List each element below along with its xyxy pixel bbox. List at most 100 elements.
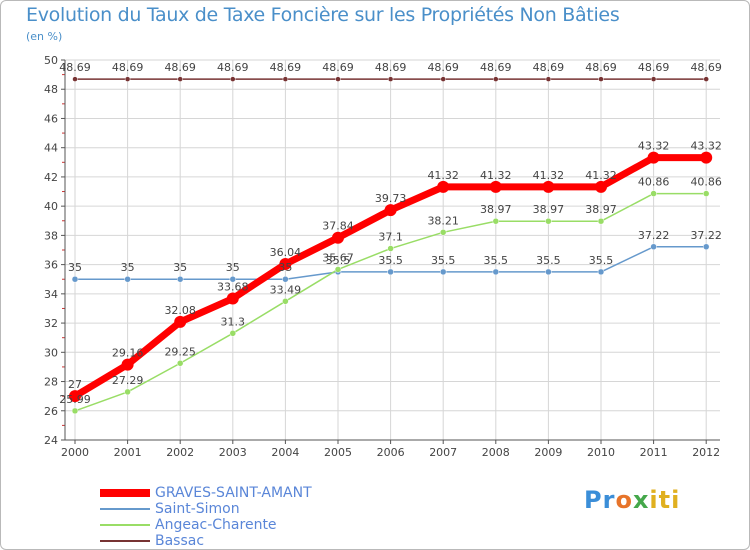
data-label: 38.97 (480, 203, 512, 216)
data-point (647, 151, 660, 164)
y-tick-label: 42 (44, 171, 58, 184)
data-point (545, 268, 552, 276)
x-tick-label: 2005 (324, 446, 352, 459)
legend-item: Saint-Simon (100, 502, 400, 518)
legend-swatch (100, 508, 150, 510)
data-label: 33.68 (217, 281, 249, 294)
data-label: 39.73 (375, 192, 407, 205)
data-point (226, 292, 239, 305)
data-label: 35.5 (484, 254, 509, 267)
y-tick-label: 26 (44, 405, 58, 418)
data-label: 37.22 (638, 229, 670, 242)
data-point (72, 76, 78, 82)
data-point (71, 275, 79, 283)
data-point (229, 275, 237, 283)
y-tick-label: 48 (44, 83, 58, 96)
y-tick-label: 34 (44, 288, 58, 301)
x-tick-label: 2004 (271, 446, 299, 459)
data-label: 43.32 (690, 140, 722, 153)
y-tick-label: 46 (44, 112, 58, 125)
y-tick-label: 44 (44, 142, 58, 155)
data-label: 35 (68, 261, 82, 274)
data-label: 36.04 (270, 246, 302, 259)
data-point (650, 190, 657, 197)
data-label: 35.5 (431, 254, 456, 267)
y-tick-label: 40 (44, 200, 58, 213)
data-label: 35 (278, 261, 292, 274)
y-tick-label: 24 (44, 434, 58, 447)
data-point (282, 298, 289, 305)
data-label: 29.16 (112, 347, 144, 360)
data-point (174, 315, 187, 328)
y-tick-label: 28 (44, 376, 58, 389)
data-point (489, 180, 502, 193)
data-point (334, 266, 342, 273)
legend: GRAVES-SAINT-AMANT Saint-Simon Angeac-Char… (100, 486, 400, 550)
data-point (69, 390, 81, 403)
data-label: 48.69 (164, 61, 196, 74)
logo-part: iti (649, 486, 681, 514)
data-point (650, 76, 657, 82)
proxiti-logo: Proxiti (584, 486, 680, 514)
data-point (121, 358, 134, 371)
data-label: 48.69 (375, 61, 407, 74)
data-point (176, 360, 184, 367)
data-point (597, 268, 605, 276)
data-point (702, 190, 710, 197)
data-label: 35.5 (326, 254, 351, 267)
data-label: 29.25 (164, 345, 196, 358)
legend-label: Angeac-Charente (155, 517, 277, 533)
data-label: 41.32 (533, 169, 565, 182)
data-label: 32.08 (164, 304, 196, 317)
x-tick-label: 2010 (587, 446, 615, 459)
data-point (279, 258, 292, 271)
legend-label: Bassac (155, 533, 205, 549)
chart-title: Evolution du Taux de Taxe Foncière sur l… (26, 4, 620, 26)
x-tick-label: 2000 (61, 446, 89, 459)
x-tick-label: 2002 (166, 446, 194, 459)
data-label: 48.69 (480, 61, 512, 74)
legend-swatch (100, 524, 150, 526)
data-point (230, 76, 236, 82)
data-point (71, 407, 79, 415)
logo-part: x (632, 486, 650, 514)
data-label: 48.69 (690, 61, 722, 74)
data-point (282, 275, 289, 283)
data-point (387, 268, 394, 276)
data-point (124, 388, 131, 396)
data-label: 35 (121, 261, 135, 274)
data-point (700, 151, 713, 164)
legend-swatch (100, 489, 150, 497)
data-point (703, 76, 709, 82)
data-point (493, 76, 499, 82)
data-point (597, 217, 605, 225)
data-label: 48.69 (427, 61, 459, 74)
data-label: 38.97 (533, 203, 565, 216)
x-tick-label: 2003 (219, 446, 247, 459)
data-label: 40.86 (638, 176, 670, 189)
y-tick-label: 32 (44, 317, 58, 330)
data-label: 38.21 (427, 214, 459, 227)
data-label: 27.29 (112, 374, 144, 387)
data-label: 48.69 (112, 61, 144, 74)
legend-item: Bassac (100, 534, 400, 550)
data-point (545, 217, 552, 225)
data-label: 35.5 (536, 254, 561, 267)
x-tick-label: 2001 (114, 446, 142, 459)
data-point (229, 330, 237, 337)
data-point (282, 76, 289, 82)
logo-part: o (615, 486, 633, 514)
data-point (702, 243, 710, 251)
data-label: 37.22 (690, 229, 722, 242)
data-label: 41.32 (585, 169, 617, 182)
data-label: 48.69 (585, 61, 617, 74)
data-label: 35.67 (322, 251, 354, 264)
data-label: 48.69 (533, 61, 565, 74)
data-point (492, 217, 500, 225)
data-point (598, 76, 604, 82)
data-point (439, 229, 447, 236)
y-tick-label: 38 (44, 229, 58, 242)
data-point (437, 180, 450, 193)
